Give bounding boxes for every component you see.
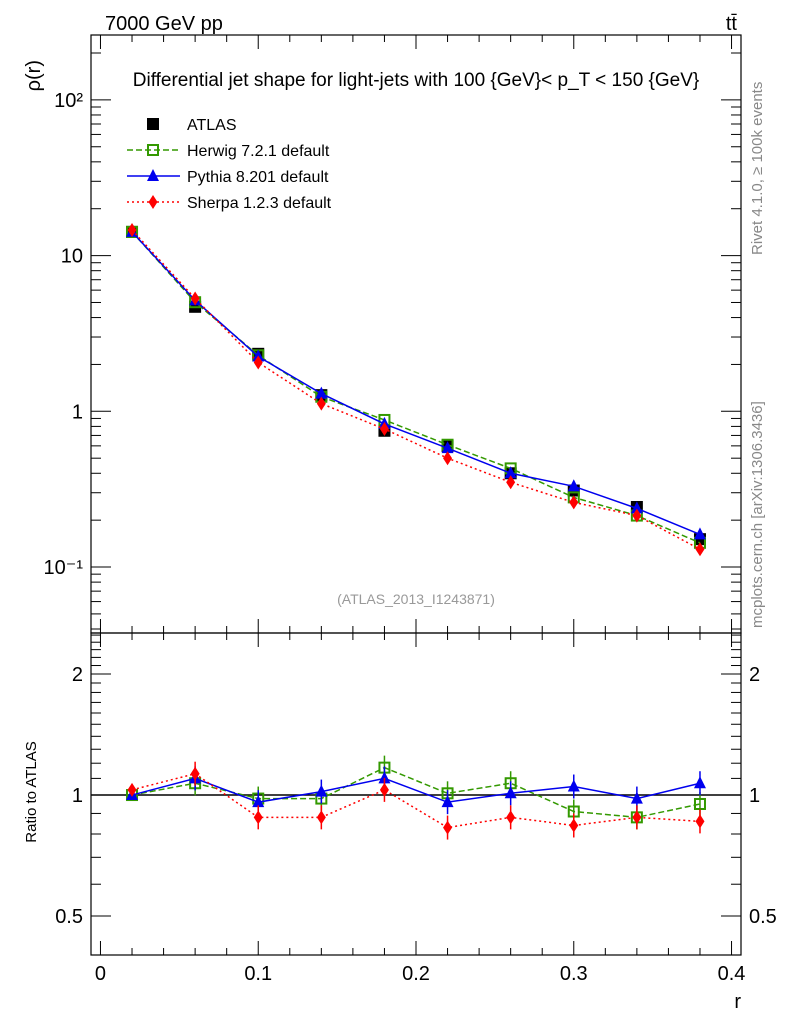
ratio-point-2: [253, 810, 263, 825]
data-point-2: [630, 501, 643, 514]
ratio-y-tick-label: 0.5: [55, 906, 83, 928]
series-line-1: [131, 231, 701, 544]
ratio-point-2: [443, 820, 453, 835]
ratio-point-1: [315, 784, 328, 797]
plot-title: Differential jet shape for light-jets wi…: [133, 70, 700, 91]
series-line-3: [131, 229, 701, 550]
data-point-3: [316, 396, 326, 411]
ratio-line-0: [131, 766, 701, 819]
legend-marker: [147, 118, 159, 130]
x-axis-label: r: [734, 991, 741, 1013]
data-point-3: [127, 223, 137, 238]
mcplots-label: mcplots.cern.ch [arXiv:1306.3436]: [749, 401, 766, 628]
x-tick-label: 0.4: [718, 963, 746, 985]
data-point-2: [441, 441, 454, 454]
main-y-tick-label: 10: [61, 246, 83, 268]
ratio-y-axis-label: Ratio to ATLAS: [23, 741, 40, 842]
legend-entry: Sherpa 1.2.3 default: [187, 195, 332, 212]
main-y-tick-label: 10⁻¹: [44, 557, 84, 579]
ratio-point-1: [504, 786, 517, 799]
energy-label: 7000 GeV pp: [105, 13, 223, 35]
ratio-y-tick-label: 2: [72, 664, 83, 686]
series-line-2: [131, 231, 701, 536]
data-point-3: [632, 508, 642, 523]
data-point-2: [504, 466, 517, 479]
ratio-y-tick-label-right: 1: [749, 785, 760, 807]
legend-entry: Herwig 7.2.1 default: [187, 143, 330, 160]
data-point-3: [253, 355, 263, 370]
ratio-point-0: [693, 797, 706, 810]
ratio-y-tick-label: 1: [72, 785, 83, 807]
main-y-tick-label: 10²: [54, 90, 83, 112]
ratio-point-1: [693, 776, 706, 789]
data-point-3: [695, 542, 705, 557]
ratio-line-1: [131, 777, 701, 803]
legend-marker: [148, 195, 158, 209]
ratio-point-2: [316, 810, 326, 825]
data-point-3: [443, 451, 453, 466]
main-y-tick-label: 1: [72, 401, 83, 423]
data-point-2: [567, 479, 580, 492]
rivet-version-label: Rivet 4.1.0, ≥ 100k events: [749, 82, 766, 255]
ratio-point-2: [506, 810, 516, 825]
ratio-frame: [90, 632, 742, 956]
data-point-3: [190, 291, 200, 306]
ratio-y-tick-label-right: 0.5: [749, 906, 777, 928]
legend-marker: [147, 169, 159, 181]
ratio-point-1: [378, 771, 391, 784]
ratio-point-2: [379, 782, 389, 797]
legend-entry: ATLAS: [187, 117, 237, 134]
legend-marker: [147, 144, 159, 156]
analysis-watermark: (ATLAS_2013_I1243871): [337, 591, 495, 607]
x-tick-label: 0: [95, 963, 106, 985]
ratio-point-2: [569, 818, 579, 833]
ratio-point-2: [127, 782, 137, 797]
y-axis-label: ρ(r): [23, 60, 45, 91]
x-tick-label: 0.2: [402, 963, 430, 985]
data-point-3: [379, 421, 389, 436]
x-tick-label: 0.3: [560, 963, 588, 985]
ratio-point-1: [567, 779, 580, 792]
ratio-point-2: [632, 810, 642, 825]
process-label: tt̄: [726, 13, 738, 35]
x-tick-label: 0.1: [244, 963, 272, 985]
data-point-3: [569, 495, 579, 510]
ratio-point-1: [252, 795, 265, 808]
data-point-2: [693, 527, 706, 540]
legend-entry: Pythia 8.201 default: [187, 169, 329, 186]
ratio-point-2: [190, 766, 200, 781]
ratio-point-1: [630, 791, 643, 804]
ratio-point-1: [441, 795, 454, 808]
data-point-3: [506, 475, 516, 490]
ratio-line-2: [131, 772, 701, 829]
ratio-y-tick-label-right: 2: [749, 664, 760, 686]
data-point-2: [315, 386, 328, 399]
ratio-point-2: [695, 814, 705, 829]
